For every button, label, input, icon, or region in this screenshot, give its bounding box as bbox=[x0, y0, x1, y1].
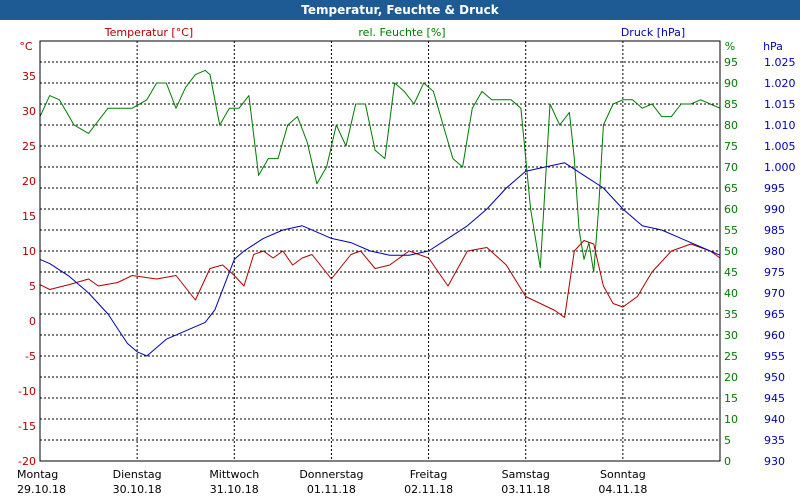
temperature-tick-label: -15 bbox=[18, 420, 36, 433]
temperature-tick-label: 35 bbox=[22, 70, 36, 83]
humidity-tick-label: 25 bbox=[724, 350, 738, 363]
plot-border bbox=[39, 40, 721, 462]
x-day-label: Donnerstag bbox=[299, 468, 363, 481]
pressure-tick-label: 980 bbox=[764, 245, 785, 258]
humidity-tick-label: 75 bbox=[724, 140, 738, 153]
humidity-tick-label: 80 bbox=[724, 119, 738, 132]
x-day-label: Montag bbox=[17, 468, 58, 481]
temperature-axis-label: Temperatur [°C] bbox=[104, 26, 193, 39]
humidity-tick-label: 60 bbox=[724, 203, 738, 216]
pressure-tick-label: 1.005 bbox=[764, 140, 796, 153]
temperature-unit-label: °C bbox=[19, 40, 33, 53]
humidity-tick-label: 30 bbox=[724, 329, 738, 342]
pressure-tick-label: 935 bbox=[764, 434, 785, 447]
humidity-tick-label: 90 bbox=[724, 77, 738, 90]
temperature-tick-label: 20 bbox=[22, 175, 36, 188]
x-date-label: 29.10.18 bbox=[17, 483, 66, 496]
pressure-axis-label: Druck [hPa] bbox=[621, 26, 685, 39]
x-date-label: 03.11.18 bbox=[501, 483, 550, 496]
combined-weather-chart: °C Temperatur [°C] rel. Feuchte [%] Druc… bbox=[0, 20, 800, 500]
chart-title: Temperatur, Feuchte & Druck bbox=[0, 0, 800, 20]
humidity-tick-label: 40 bbox=[724, 287, 738, 300]
humidity-tick-label: 85 bbox=[724, 98, 738, 111]
humidity-tick-label: 55 bbox=[724, 224, 738, 237]
pressure-tick-label: 985 bbox=[764, 224, 785, 237]
temperature-tick-label: -20 bbox=[18, 455, 36, 468]
humidity-tick-label: 45 bbox=[724, 266, 738, 279]
pressure-tick-label: 945 bbox=[764, 392, 785, 405]
humidity-tick-label: 5 bbox=[724, 434, 731, 447]
humidity-tick-label: 50 bbox=[724, 245, 738, 258]
pressure-tick-label: 1.000 bbox=[764, 161, 796, 174]
data-series bbox=[39, 69, 721, 357]
pressure-tick-label: 960 bbox=[764, 329, 785, 342]
humidity-tick-label: 10 bbox=[724, 413, 738, 426]
grid-lines bbox=[40, 41, 720, 461]
pressure-tick-label: 965 bbox=[764, 308, 785, 321]
humidity-tick-label: 65 bbox=[724, 182, 738, 195]
pressure-tick-label: 990 bbox=[764, 203, 785, 216]
pressure-tick-label: 930 bbox=[764, 455, 785, 468]
temperature-tick-label: -10 bbox=[18, 385, 36, 398]
pressure-series-line bbox=[39, 162, 721, 357]
pressure-unit-label: hPa bbox=[763, 40, 783, 53]
temperature-tick-label: 10 bbox=[22, 245, 36, 258]
pressure-tick-label: 955 bbox=[764, 350, 785, 363]
humidity-tick-label: 15 bbox=[724, 392, 738, 405]
humidity-tick-label: 0 bbox=[724, 455, 731, 468]
x-date-label: 30.10.18 bbox=[113, 483, 162, 496]
pressure-tick-label: 1.015 bbox=[764, 98, 796, 111]
axis-ticks: Montag 29.10.18 Dienstag 30.10.18 Mittwoch 31… bbox=[17, 56, 796, 496]
temperature-tick-label: 30 bbox=[22, 105, 36, 118]
temperature-tick-label: -5 bbox=[25, 350, 36, 363]
humidity-axis-label: rel. Feuchte [%] bbox=[358, 26, 445, 39]
x-date-label: 04.11.18 bbox=[598, 483, 647, 496]
humidity-tick-label: 70 bbox=[724, 161, 738, 174]
x-day-label: Dienstag bbox=[113, 468, 162, 481]
humidity-tick-label: 95 bbox=[724, 56, 738, 69]
humidity-tick-label: 20 bbox=[724, 371, 738, 384]
humidity-tick-label: 35 bbox=[724, 308, 738, 321]
temperature-tick-label: 25 bbox=[22, 140, 36, 153]
pressure-tick-label: 995 bbox=[764, 182, 785, 195]
x-day-label: Sonntag bbox=[600, 468, 646, 481]
x-date-label: 01.11.18 bbox=[307, 483, 356, 496]
temperature-series-line bbox=[39, 240, 721, 318]
x-day-label: Freitag bbox=[410, 468, 448, 481]
pressure-tick-label: 975 bbox=[764, 266, 785, 279]
pressure-tick-label: 950 bbox=[764, 371, 785, 384]
chart-background bbox=[0, 20, 800, 500]
temperature-tick-label: 0 bbox=[29, 315, 36, 328]
pressure-tick-label: 1.020 bbox=[764, 77, 796, 90]
pressure-tick-label: 1.010 bbox=[764, 119, 796, 132]
humidity-unit-label: % bbox=[725, 40, 735, 53]
x-date-label: 02.11.18 bbox=[404, 483, 453, 496]
x-day-label: Samstag bbox=[502, 468, 550, 481]
pressure-tick-label: 970 bbox=[764, 287, 785, 300]
pressure-tick-label: 1.025 bbox=[764, 56, 796, 69]
temperature-tick-label: 5 bbox=[29, 280, 36, 293]
pressure-tick-label: 940 bbox=[764, 413, 785, 426]
humidity-series-line bbox=[39, 69, 721, 273]
x-day-label: Mittwoch bbox=[209, 468, 259, 481]
x-date-label: 31.10.18 bbox=[210, 483, 259, 496]
temperature-tick-label: 15 bbox=[22, 210, 36, 223]
